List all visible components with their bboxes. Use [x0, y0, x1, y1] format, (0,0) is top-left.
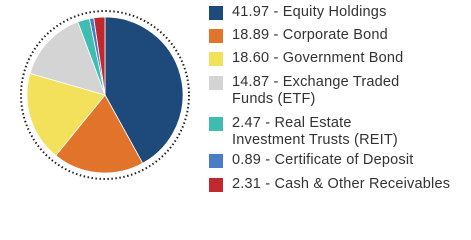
legend-item: 18.60 - Government Bond [209, 50, 462, 67]
legend-swatch [209, 117, 223, 131]
legend-label: 18.60 - Government Bond [232, 50, 404, 66]
legend-swatch [209, 52, 223, 66]
legend-swatch [209, 178, 223, 192]
legend-label: 41.97 - Equity Holdings [232, 4, 387, 20]
legend-label: 2.31 - Cash & Other Receivables [232, 176, 451, 192]
legend-swatch [209, 29, 223, 43]
pie-slice [26, 72, 106, 157]
pie-outline [20, 10, 190, 180]
pie-slice [104, 16, 184, 164]
legend-label: 14.87 - Exchange Traded Funds (ETF) [232, 74, 400, 107]
legend-label: 18.89 - Corporate Bond [232, 27, 388, 43]
pie-slice [93, 16, 106, 96]
chart: 41.97 - Equity Holdings 18.89 - Corporate… [20, 4, 462, 193]
pie [20, 10, 190, 180]
pie-slice [55, 94, 144, 174]
legend-swatch [209, 6, 223, 20]
legend-label: 0.89 - Certificate of Deposit [232, 152, 414, 168]
legend-item: 0.89 - Certificate of Deposit [209, 152, 462, 169]
legend-item: 2.31 - Cash & Other Receivables [209, 176, 462, 193]
legend-item: 18.89 - Corporate Bond [209, 27, 462, 44]
legend-label: 2.47 - Real Estate Investment Trusts (RE… [232, 115, 398, 148]
pie-slice [29, 21, 106, 96]
legend-item: 41.97 - Equity Holdings [209, 4, 462, 21]
legend-item: 14.87 - Exchange Traded Funds (ETF) [209, 74, 412, 108]
legend-item: 2.47 - Real Estate Investment Trusts (RE… [209, 115, 412, 149]
legend-swatch [209, 154, 223, 168]
legend-swatch [209, 76, 223, 90]
